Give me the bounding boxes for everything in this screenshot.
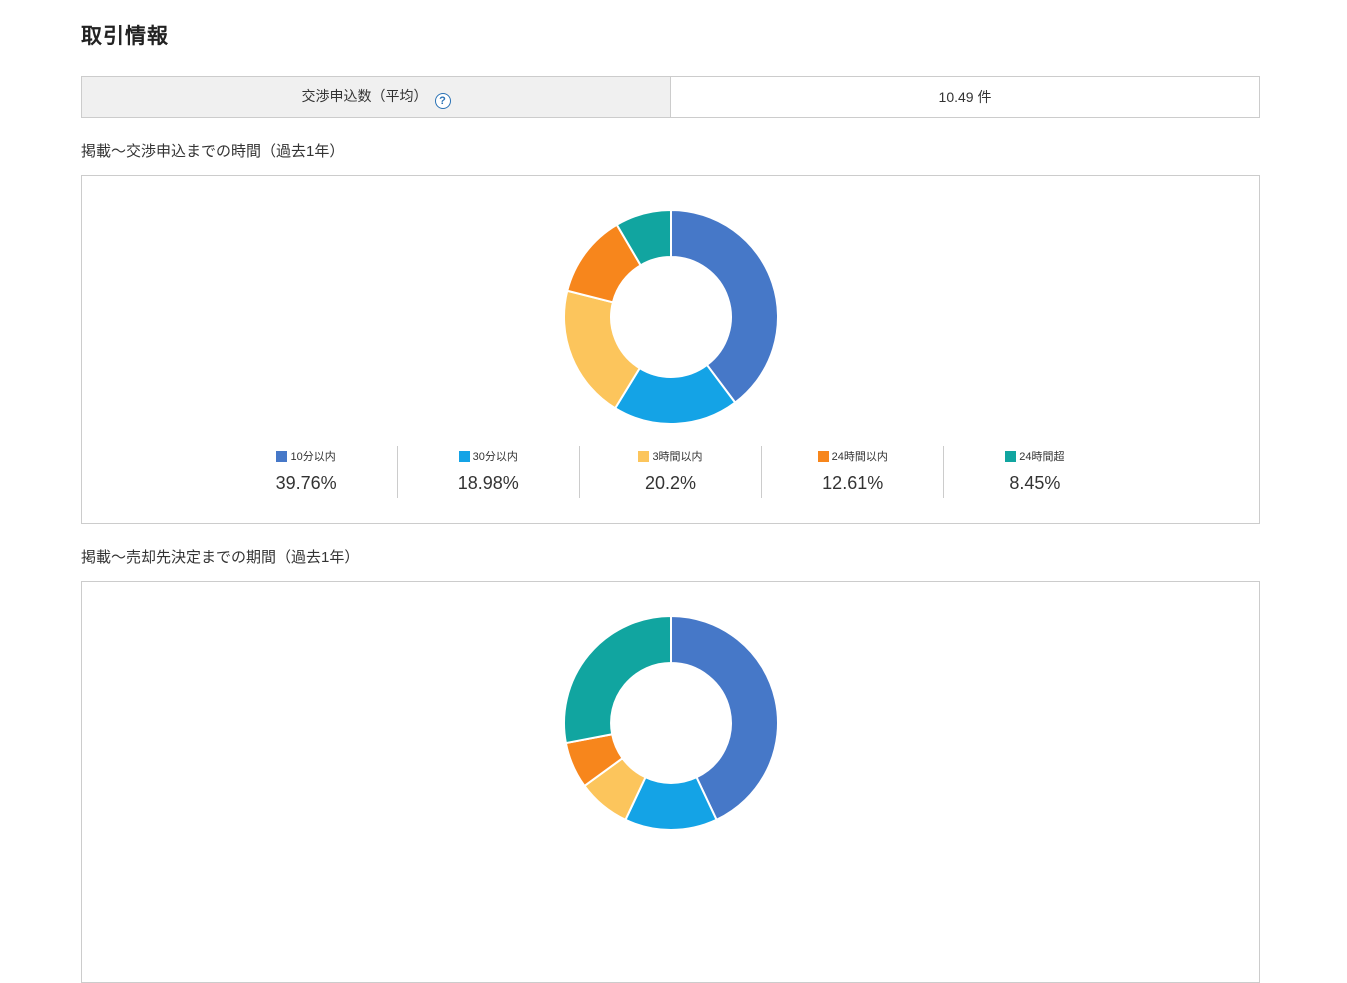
section-heading-negotiation-time: 掲載〜交渉申込までの時間（過去1年） xyxy=(81,143,345,160)
legend-item: 10分以内 39.76% xyxy=(216,446,398,498)
legend-entry: 24時間超 xyxy=(1005,448,1065,464)
page-title: 取引情報 xyxy=(81,25,169,48)
help-question-icon[interactable]: ? xyxy=(434,92,451,109)
legend-value: 12.61% xyxy=(822,472,884,493)
legend-item: 24時間以内 12.61% xyxy=(762,446,945,498)
legend-value: 39.76% xyxy=(275,472,337,493)
metric-label: 交渉申込数（平均） xyxy=(301,87,428,104)
table-row: 交渉申込数（平均）? 10.49 件 xyxy=(81,76,1260,118)
donut-chart-negotiation-time xyxy=(82,176,1259,425)
legend-entry: 24時間以内 xyxy=(817,448,888,464)
legend-swatch-icon xyxy=(638,450,650,462)
legend-entry: 10分以内 xyxy=(276,448,336,464)
legend-item: 3時間以内 20.2% xyxy=(580,446,763,498)
legend-entry: 3時間以内 xyxy=(638,448,703,464)
metric-label-cell: 交渉申込数（平均）? xyxy=(81,76,671,118)
metric-value: 10.49 件 xyxy=(670,76,1260,118)
legend-label: 24時間以内 xyxy=(831,451,888,463)
legend-swatch-icon xyxy=(276,450,288,462)
legend-swatch-icon xyxy=(458,450,470,462)
legend-label: 3時間以内 xyxy=(652,451,703,463)
legend-value: 18.98% xyxy=(457,472,519,493)
legend-value: 20.2% xyxy=(644,472,697,493)
donut-svg xyxy=(562,209,779,425)
legend-label: 10分以内 xyxy=(290,451,336,463)
legend-swatch-icon xyxy=(817,450,829,462)
legend-label: 24時間超 xyxy=(1019,451,1065,463)
chart-legend: 10分以内 39.76% 30分以内 18.98% 3時間以内 20.2% 24時間以内 12… xyxy=(216,446,1126,498)
legend-swatch-icon xyxy=(1005,450,1017,462)
section-heading-sale-decision-period: 掲載〜売却先決定までの期間（過去1年） xyxy=(81,549,360,566)
legend-item: 30分以内 18.98% xyxy=(398,446,580,498)
chart-card-negotiation-time: 10分以内 39.76% 30分以内 18.98% 3時間以内 20.2% 24時間以内 12… xyxy=(81,175,1260,524)
legend-value: 8.45% xyxy=(1009,472,1061,493)
summary-table: 交渉申込数（平均）? 10.49 件 xyxy=(81,76,1260,118)
legend-label: 30分以内 xyxy=(472,451,518,463)
chart-card-sale-decision-period xyxy=(81,581,1260,983)
donut-svg xyxy=(562,615,779,831)
legend-entry: 30分以内 xyxy=(458,448,518,464)
legend-item: 24時間超 8.45% xyxy=(944,446,1125,498)
donut-chart-sale-decision-period xyxy=(82,582,1259,831)
